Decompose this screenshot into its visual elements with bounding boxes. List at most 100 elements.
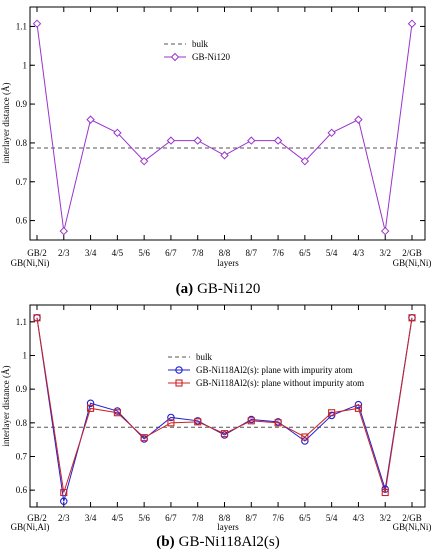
data-point-series-1	[273, 136, 283, 145]
end-label-right-b: GB(Ni,Ni)	[393, 522, 432, 532]
legend-series-label: GB-Ni118Al2(s): plane with impurity atom	[196, 365, 353, 375]
data-point-series-1	[354, 400, 363, 409]
panel-b: 0.6 0.7 0.8 0.9 1 1.1 GB/2 2/3 3/4 4/5 5/6 6/7 7/8 8…	[1, 304, 432, 550]
y-axis-label-a: interlayer distance (Å)	[1, 83, 11, 164]
y-axis-label-b: interlayer distance (Å)	[1, 366, 11, 447]
x-tick-label: 2/GB	[402, 248, 422, 258]
end-label-left-b: GB(Ni,Al)	[11, 522, 50, 532]
x-tick-label: 7/6	[272, 248, 284, 258]
x-tick-label: 5/6	[138, 248, 150, 258]
legend-series-marker	[170, 52, 180, 62]
x-tick-label: 6/7	[165, 513, 177, 523]
data-point-series-1	[139, 156, 149, 166]
legend-bulk-label: bulk	[192, 39, 209, 49]
x-tick-label: 2/GB	[402, 513, 422, 523]
x-tick-label: 7/8	[192, 513, 204, 523]
y-tick-label: 1	[23, 60, 28, 70]
data-point-series-1	[167, 413, 175, 422]
x-tick-label: 8/7	[246, 248, 258, 258]
data-point-series-2	[381, 488, 389, 497]
data-point-series-1	[247, 136, 256, 145]
caption-label-a: (a)	[176, 281, 194, 297]
y-tick-label: 0.7	[16, 177, 28, 187]
x-tick-label: 8/8	[219, 513, 231, 523]
plot-frame-b	[29, 304, 426, 508]
x-tick-label: 5/4	[326, 248, 338, 258]
y-tick-label: 1.1	[16, 21, 27, 31]
data-point-series-1	[32, 19, 42, 28]
data-point-series-2	[354, 404, 362, 412]
x-tick-label: 4/3	[353, 248, 365, 258]
x-tick-label: 5/4	[326, 513, 338, 523]
data-point-series-2	[408, 314, 416, 322]
x-tick-label: GB/2	[27, 513, 47, 523]
x-tick-label: 5/6	[138, 513, 150, 523]
data-point-series-1	[407, 19, 417, 28]
data-point-series-1	[113, 128, 122, 138]
caption-text-b: GB-Ni118Al2(s)	[179, 534, 280, 550]
data-point-series-2	[247, 417, 255, 425]
x-tick-label: 6/5	[299, 248, 311, 258]
data-point-series-2	[87, 404, 95, 412]
data-point-series-1	[381, 226, 390, 236]
data-point-series-2	[301, 433, 309, 441]
x-tick-label: 3/4	[85, 248, 97, 258]
data-point-series-1	[59, 226, 68, 236]
x-tick-label: 2/3	[58, 513, 70, 523]
data-point-series-2	[274, 419, 282, 427]
plot-frame-a	[29, 6, 426, 241]
data-point-series-2	[113, 409, 121, 417]
x-tick-label: 2/3	[58, 248, 70, 258]
data-point-series-1	[220, 151, 229, 160]
x-tick-label: 4/3	[353, 513, 365, 523]
x-axis-label-a: layers	[217, 258, 239, 268]
y-tick-label: 0.9	[16, 99, 28, 109]
data-point-series-2	[194, 418, 202, 426]
data-point-series-1	[166, 136, 176, 145]
legend-series-label: GB-Ni118Al2(s): plane without impurity a…	[196, 378, 364, 388]
data-point-series-1	[60, 497, 68, 506]
data-point-series-1	[327, 128, 336, 138]
y-tick-label: 0.9	[16, 384, 28, 394]
legend-bulk-label: bulk	[196, 352, 213, 362]
caption-b: (b) GB-Ni118Al2(s)	[156, 534, 279, 550]
data-point-series-2	[167, 419, 175, 427]
data-point-series-2	[328, 409, 336, 417]
caption-label-b: (b)	[156, 534, 174, 550]
data-point-series-2	[60, 488, 68, 497]
x-tick-label: 3/2	[379, 248, 391, 258]
x-tick-label: GB/2	[27, 248, 47, 258]
y-tick-label: 0.6	[16, 485, 28, 495]
series-line-1	[36, 317, 413, 502]
legend-series-marker	[175, 366, 183, 374]
data-point-series-2	[140, 434, 148, 442]
data-point-series-1	[86, 399, 95, 408]
data-point-series-2	[33, 314, 41, 322]
panel-a: 0.6 0.7 0.8 0.9 1 1.1 GB/2 2/3 3/4 4/5 5/6 6/7 7/8 8…	[1, 6, 432, 297]
end-label-left-a: GB(Ni,Ni)	[11, 258, 50, 268]
y-tick-label: 1	[23, 351, 28, 361]
x-tick-label: 4/5	[112, 248, 124, 258]
y-tick-label: 1.1	[16, 317, 27, 327]
x-tick-label: 4/5	[112, 513, 124, 523]
data-point-series-1	[354, 115, 363, 124]
data-point-series-2	[220, 430, 229, 438]
series-line-2	[36, 317, 413, 493]
y-tick-label: 0.8	[16, 138, 28, 148]
legend-series-marker	[175, 379, 183, 387]
legend-series-label: GB-Ni120	[192, 52, 230, 62]
x-axis-label-b: layers	[217, 522, 239, 532]
y-tick-label: 0.6	[16, 216, 28, 226]
data-point-series-1	[86, 115, 95, 124]
data-point-series-1	[301, 437, 309, 445]
x-tick-label: 8/8	[219, 248, 231, 258]
data-point-series-1	[300, 156, 310, 166]
end-label-right-a: GB(Ni,Ni)	[393, 258, 432, 268]
x-tick-label: 3/2	[379, 513, 391, 523]
x-tick-label: 8/7	[246, 513, 258, 523]
x-tick-label: 6/7	[165, 248, 177, 258]
x-tick-label: 7/8	[192, 248, 204, 258]
data-point-series-1	[193, 136, 202, 145]
caption-a: (a) GB-Ni120	[176, 281, 261, 297]
